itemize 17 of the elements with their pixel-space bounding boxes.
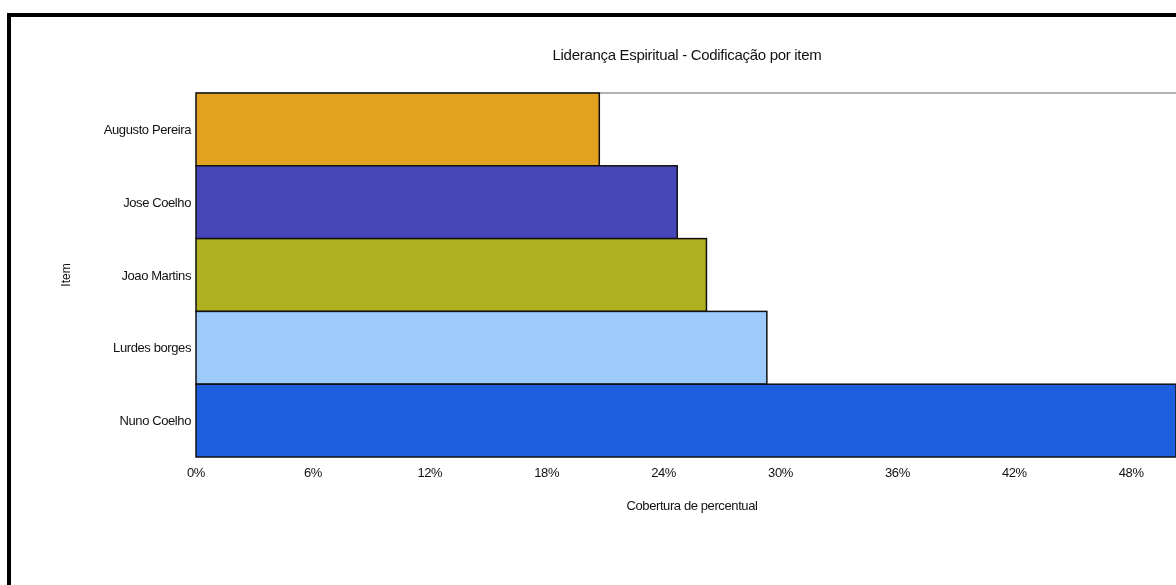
x-tick-label: 36% [884, 465, 911, 480]
x-axis-title: Cobertura de percentual [626, 498, 758, 513]
y-tick-label: Augusto Pereira [103, 121, 193, 137]
y-tick-label: Lurdes borges [113, 340, 192, 356]
x-tick-label: 24% [651, 465, 677, 480]
x-tick-label: 30% [768, 465, 794, 480]
x-tick-label: 48% [1118, 465, 1145, 480]
x-tick-label: 0% [187, 465, 206, 480]
x-tick-label: 6% [303, 465, 323, 480]
x-tick-label: 18% [534, 465, 560, 480]
x-tick-label: 12% [417, 465, 444, 480]
chart-title: Liderança Espiritual - Codificação por item [552, 46, 822, 63]
y-axis-title: Item [59, 263, 73, 287]
x-tick-label: 42% [1001, 465, 1028, 480]
y-tick-label: Jose Coelho [123, 194, 192, 210]
y-tick-label: Nuno Coelho [119, 413, 192, 429]
y-tick-label: Joao Martins [121, 267, 192, 283]
